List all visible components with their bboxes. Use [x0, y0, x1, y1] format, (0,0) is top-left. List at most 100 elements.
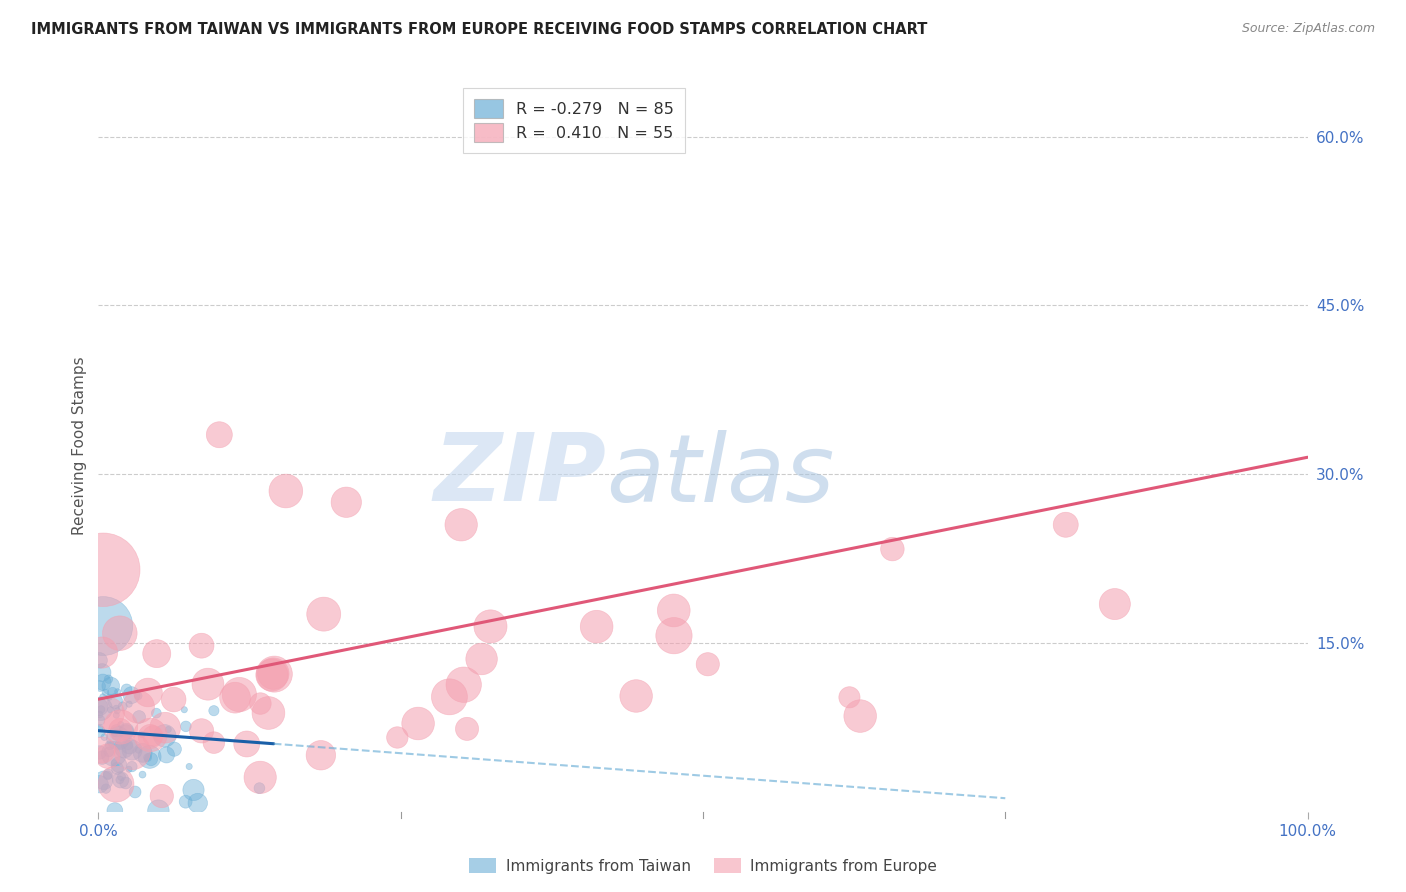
Point: [90, 702, 112, 716]
Point: [127, 743, 149, 757]
Point: [479, 619, 502, 633]
Point: [838, 690, 860, 705]
Point: [121, 743, 143, 757]
Point: [91, 563, 114, 577]
Point: [124, 785, 146, 799]
Point: [179, 759, 201, 773]
Point: [115, 725, 138, 739]
Point: [387, 731, 409, 745]
Point: [107, 738, 129, 752]
Point: [111, 699, 134, 714]
Point: [90, 702, 112, 716]
Point: [127, 689, 149, 703]
Point: [121, 745, 143, 759]
Point: [105, 728, 128, 742]
Text: IMMIGRANTS FROM TAIWAN VS IMMIGRANTS FROM EUROPE RECEIVING FOOD STAMPS CORRELATI: IMMIGRANTS FROM TAIWAN VS IMMIGRANTS FRO…: [31, 22, 928, 37]
Point: [91, 619, 114, 633]
Point: [309, 748, 332, 763]
Point: [110, 770, 132, 784]
Point: [153, 729, 176, 743]
Point: [263, 667, 285, 681]
Point: [91, 743, 114, 757]
Point: [98, 739, 121, 753]
Point: [118, 739, 141, 753]
Point: [100, 703, 122, 717]
Point: [136, 685, 159, 699]
Point: [112, 741, 135, 756]
Point: [145, 706, 167, 721]
Point: [197, 677, 219, 691]
Point: [150, 789, 173, 803]
Point: [585, 620, 607, 634]
Point: [882, 542, 904, 557]
Point: [97, 672, 120, 686]
Point: [105, 701, 128, 715]
Point: [91, 665, 114, 680]
Point: [108, 757, 131, 772]
Point: [97, 768, 120, 782]
Point: [91, 690, 114, 704]
Point: [101, 685, 124, 699]
Point: [173, 703, 195, 717]
Point: [131, 728, 153, 742]
Point: [312, 607, 335, 622]
Point: [136, 750, 159, 764]
Point: [93, 773, 115, 788]
Point: [89, 746, 111, 760]
Point: [117, 738, 139, 752]
Point: [406, 716, 429, 731]
Point: [249, 781, 271, 796]
Point: [98, 690, 121, 705]
Point: [145, 647, 167, 661]
Point: [89, 700, 111, 714]
Point: [471, 652, 494, 666]
Point: [187, 796, 209, 810]
Point: [453, 678, 475, 692]
Point: [228, 688, 250, 702]
Legend: Immigrants from Taiwan, Immigrants from Europe: Immigrants from Taiwan, Immigrants from …: [463, 852, 943, 880]
Point: [190, 639, 212, 653]
Point: [202, 704, 225, 718]
Point: [108, 772, 131, 787]
Point: [153, 721, 176, 735]
Point: [108, 626, 131, 640]
Point: [249, 770, 271, 784]
Point: [105, 704, 128, 718]
Point: [148, 804, 170, 818]
Point: [105, 761, 128, 775]
Point: [190, 723, 212, 738]
Point: [93, 730, 115, 744]
Point: [107, 685, 129, 699]
Point: [103, 747, 125, 761]
Point: [118, 762, 141, 776]
Point: [97, 745, 120, 759]
Point: [163, 692, 186, 706]
Point: [104, 804, 127, 818]
Point: [110, 720, 132, 734]
Point: [139, 730, 162, 744]
Point: [91, 750, 114, 764]
Point: [131, 767, 153, 781]
Point: [110, 772, 132, 787]
Point: [89, 713, 111, 727]
Point: [235, 737, 257, 751]
Point: [97, 767, 120, 781]
Point: [104, 726, 127, 740]
Point: [103, 756, 125, 770]
Point: [163, 742, 186, 756]
Point: [139, 728, 162, 742]
Point: [155, 747, 177, 762]
Point: [174, 719, 197, 733]
Text: atlas: atlas: [606, 430, 835, 521]
Point: [450, 517, 472, 532]
Point: [257, 706, 280, 720]
Point: [662, 629, 685, 643]
Point: [121, 759, 143, 773]
Point: [89, 679, 111, 693]
Point: [1104, 597, 1126, 611]
Point: [105, 723, 128, 738]
Point: [127, 700, 149, 714]
Point: [105, 708, 128, 723]
Point: [260, 668, 283, 682]
Point: [94, 685, 117, 699]
